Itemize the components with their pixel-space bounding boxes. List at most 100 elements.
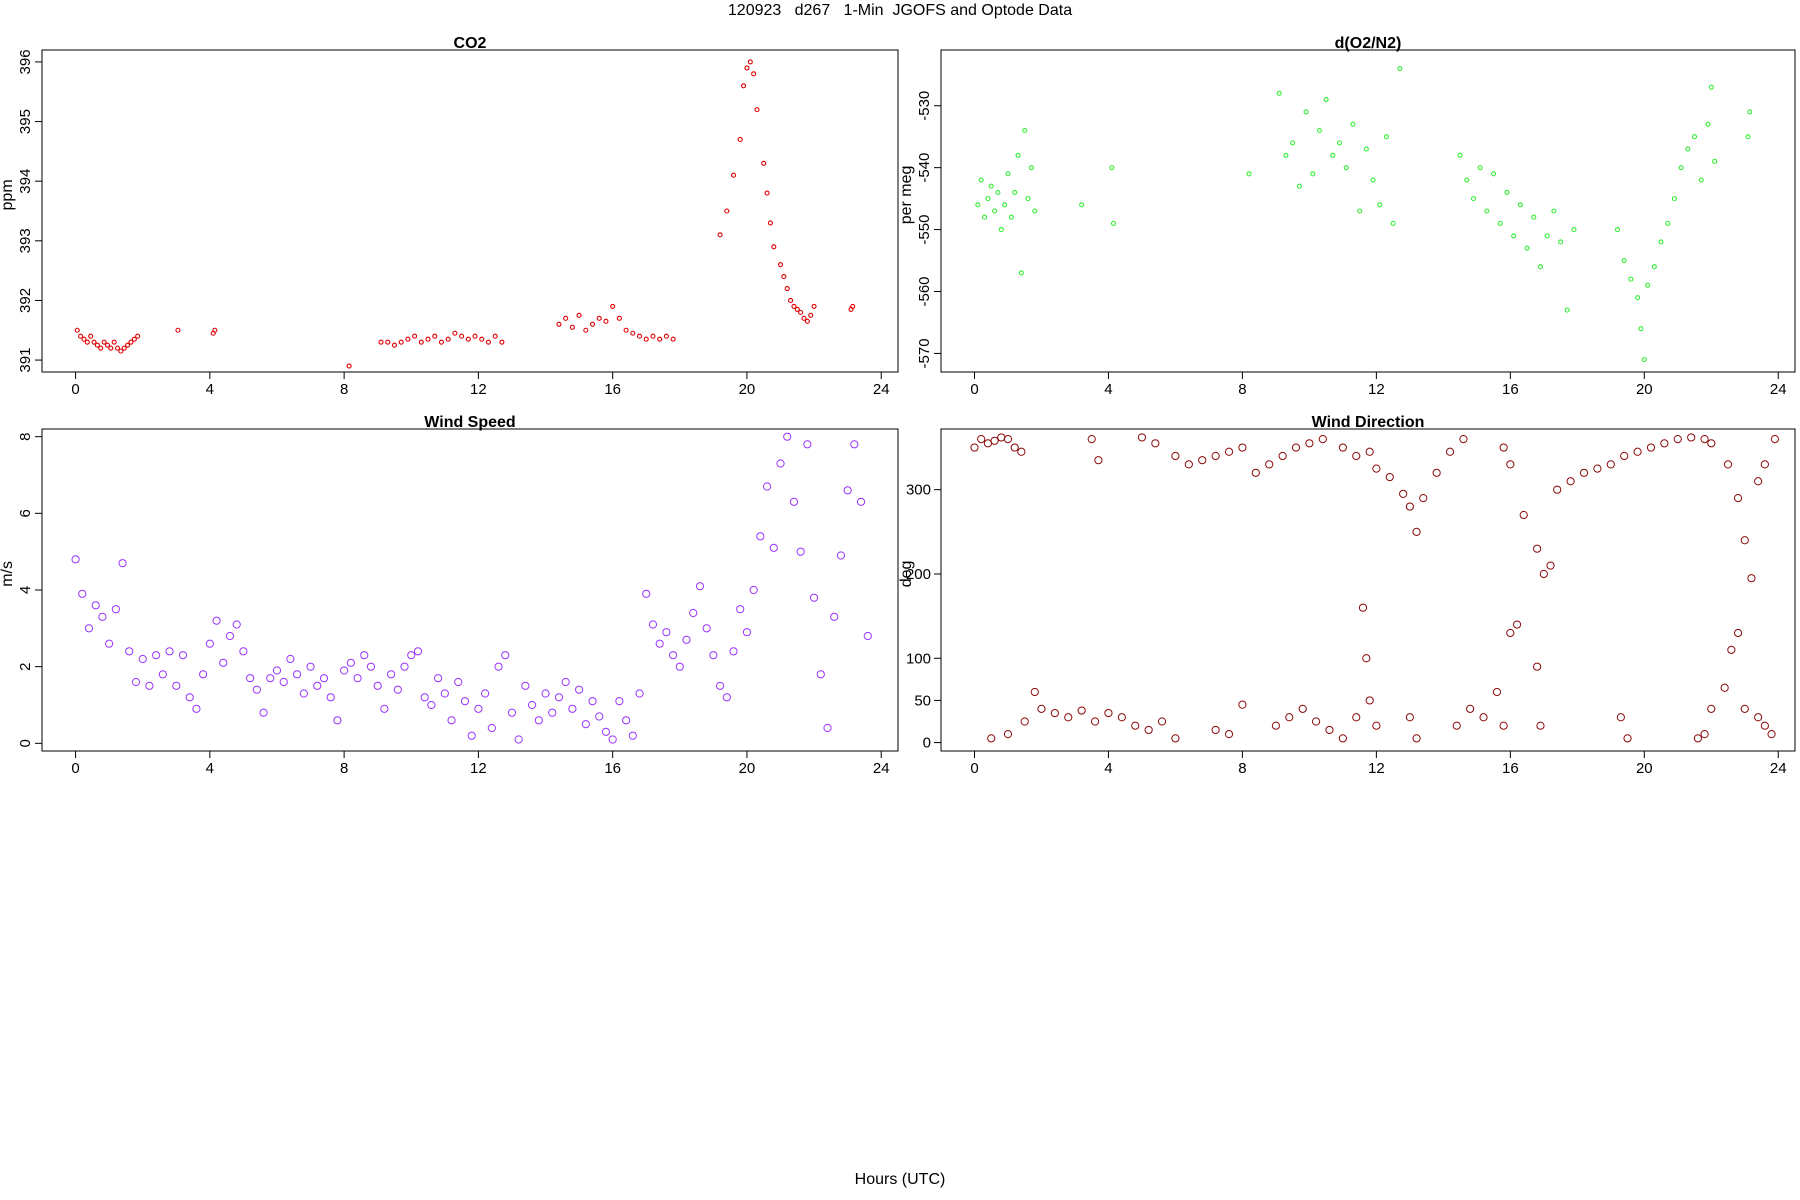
data-point <box>1651 264 1657 270</box>
data-point <box>1109 165 1115 171</box>
data-point <box>1352 451 1361 461</box>
data-point <box>744 65 750 71</box>
data-point <box>74 327 80 333</box>
data-point <box>438 339 445 345</box>
data-point <box>581 720 590 729</box>
x-tick-label: 8 <box>340 381 348 398</box>
data-point <box>1094 456 1103 465</box>
data-point <box>279 677 288 687</box>
data-point <box>836 551 846 560</box>
data-point <box>561 677 570 687</box>
data-point <box>983 439 992 448</box>
data-point <box>682 635 691 644</box>
data-point <box>695 582 705 591</box>
panel-co2: CO2 0 4 8 12 16 20 24 391 392 393 394 395 396 ppm <box>0 35 899 398</box>
x-tick-label: 24 <box>873 760 890 777</box>
data-point <box>252 685 261 694</box>
data-point <box>1673 435 1682 444</box>
data-point <box>988 183 994 189</box>
x-tick-label: 16 <box>1502 760 1519 777</box>
y-tick-label: 395 <box>17 109 34 134</box>
y-axis-label: per meg <box>898 166 915 225</box>
data-point <box>601 727 611 736</box>
x-tick-label: 20 <box>739 760 756 777</box>
data-point <box>1372 721 1381 730</box>
x-axis-caption: Hours (UTC) <box>854 1171 946 1188</box>
data-point <box>1022 127 1028 134</box>
data-point <box>1005 171 1011 177</box>
data-point <box>175 327 181 333</box>
x-tick-label: 24 <box>1770 381 1787 398</box>
data-point <box>152 651 161 660</box>
data-point <box>1544 233 1550 239</box>
data-point <box>1397 66 1403 72</box>
data-point <box>306 662 315 671</box>
data-point <box>1491 171 1497 177</box>
data-point <box>313 681 322 690</box>
data-point <box>1251 468 1260 477</box>
y-axis-label: deg <box>898 561 915 588</box>
panel-wind-direction: Wind Direction 0 4 8 12 16 20 24 0 50 100 200 300 deg <box>898 414 1796 777</box>
data-point <box>1466 704 1475 713</box>
data-point <box>1278 451 1287 461</box>
data-point <box>1693 734 1702 743</box>
panel-title: Wind Direction <box>1312 414 1425 431</box>
data-point <box>380 704 389 713</box>
data-point <box>1623 734 1632 743</box>
data-point <box>730 172 737 178</box>
data-point <box>803 440 812 449</box>
data-point <box>1316 127 1322 134</box>
data-point <box>761 160 767 166</box>
x-tick-label: 12 <box>470 381 487 398</box>
data-point <box>648 620 658 629</box>
data-point <box>1271 721 1281 730</box>
data-point <box>1246 171 1252 177</box>
data-point <box>1291 443 1301 452</box>
data-point <box>1362 654 1371 663</box>
data-point <box>1620 451 1629 461</box>
data-point <box>751 71 757 77</box>
data-point <box>642 589 651 598</box>
data-point <box>232 620 241 629</box>
x-tick-label: 20 <box>739 381 756 398</box>
data-point <box>94 342 100 348</box>
data-point <box>1558 239 1564 245</box>
data-point <box>521 681 530 690</box>
data-point <box>427 700 436 710</box>
data-point <box>534 716 543 725</box>
data-point <box>1614 227 1621 233</box>
data-point <box>1338 443 1347 452</box>
data-point <box>501 651 510 660</box>
data-point <box>454 677 463 687</box>
data-point <box>400 662 409 671</box>
data-point <box>1712 158 1718 165</box>
data-point <box>1087 435 1096 444</box>
data-point <box>125 342 131 348</box>
data-point <box>340 666 349 675</box>
data-point <box>1012 189 1018 195</box>
data-point <box>675 662 684 671</box>
data-point <box>784 285 790 292</box>
data-point <box>756 532 765 541</box>
data-point <box>987 734 996 743</box>
data-point <box>1318 435 1327 444</box>
data-point <box>78 589 87 598</box>
data-point <box>1010 443 1019 452</box>
data-point <box>816 670 825 679</box>
data-point <box>985 196 991 202</box>
data-point <box>114 345 121 351</box>
data-point <box>663 333 669 339</box>
x-tick-label: 20 <box>1636 760 1653 777</box>
data-point <box>1484 208 1490 214</box>
data-point <box>610 303 616 309</box>
data-point <box>425 336 431 342</box>
data-point <box>736 605 745 614</box>
data-point <box>192 704 201 713</box>
data-point <box>749 585 758 595</box>
data-point <box>791 303 797 309</box>
data-point <box>1754 713 1763 722</box>
data-point <box>1003 435 1013 444</box>
data-point <box>1459 435 1468 444</box>
data-point <box>1372 464 1381 473</box>
data-point <box>1020 717 1029 726</box>
